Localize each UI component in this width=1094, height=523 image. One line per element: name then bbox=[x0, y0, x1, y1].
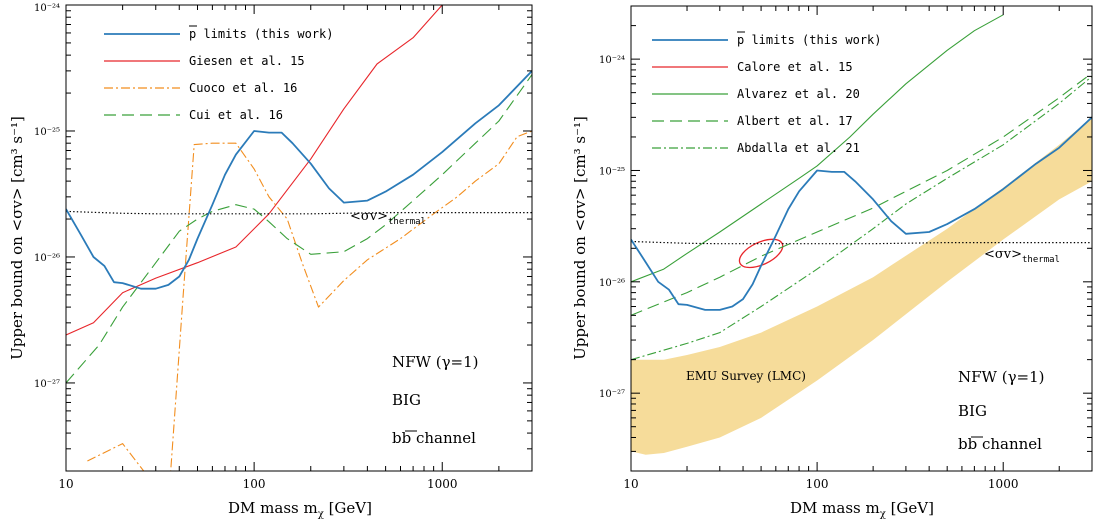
y-tick-label: 10⁻²⁴ bbox=[34, 3, 60, 14]
x-tick-label: 10 bbox=[58, 477, 73, 491]
legend-label: Albert et al. 17 bbox=[737, 114, 853, 128]
legend-label: p limits (this work) bbox=[189, 27, 334, 41]
right-profile-annotation: NFW (γ=1) bbox=[958, 368, 1045, 386]
series-alvarez-et-al-20 bbox=[631, 14, 1004, 283]
legend-label: Abdalla et al. 21 bbox=[737, 141, 860, 155]
series-v-thermal bbox=[631, 240, 1092, 245]
y-tick-label: 10⁻²⁵ bbox=[599, 166, 625, 177]
series-p-limits-this-work bbox=[631, 116, 1092, 311]
y-tick-label: 10⁻²⁷ bbox=[599, 389, 625, 400]
series-cui-et-al-16 bbox=[66, 74, 532, 384]
right-y-axis-label: Upper bound on <σv> [cm³ s⁻¹] bbox=[571, 116, 589, 360]
left-x-axis-label: DM mass mχ [GeV] bbox=[228, 499, 372, 520]
x-tick-label: 100 bbox=[806, 477, 829, 491]
emu-survey-band bbox=[631, 117, 1092, 455]
left-profile-annotation: NFW (γ=1) bbox=[392, 353, 479, 371]
x-tick-label: 100 bbox=[243, 477, 266, 491]
right-thermal-label: <σv>thermal bbox=[984, 247, 1060, 265]
right-panel: 10 100 1000 10⁻²⁴ 10⁻²⁵ 10⁻²⁶ 10⁻²⁷ p limits (… bbox=[571, 5, 1093, 520]
right-x-axis-label: DM mass mχ [GeV] bbox=[790, 499, 934, 520]
x-tick-label: 1000 bbox=[427, 477, 458, 491]
series-albert-et-al-17 bbox=[631, 72, 1092, 316]
y-tick-label: 10⁻²⁴ bbox=[599, 55, 625, 66]
left-plot-frame bbox=[65, 4, 533, 472]
y-tick-label: 10⁻²⁶ bbox=[599, 278, 625, 289]
left-channel-annotation: bb channel bbox=[392, 429, 476, 447]
left-thermal-label: <σv>thermal bbox=[350, 209, 426, 227]
right-model-annotation: BIG bbox=[958, 402, 987, 420]
series-p-limits-this-work bbox=[66, 70, 532, 290]
legend-label: Alvarez et al. 20 bbox=[737, 87, 860, 101]
x-tick-label: 1000 bbox=[988, 477, 1019, 491]
series-cuoco-et-al-16 bbox=[87, 130, 532, 471]
y-tick-label: 10⁻²⁶ bbox=[34, 253, 60, 264]
legend-label: Cuoco et al. 16 bbox=[189, 81, 297, 95]
left-model-annotation: BIG bbox=[392, 391, 421, 409]
right-plot-frame bbox=[630, 5, 1093, 472]
left-y-axis-label: Upper bound on <σv> [cm³ s⁻¹] bbox=[8, 116, 26, 360]
series-calore-et-al-15 bbox=[738, 238, 784, 269]
y-tick-label: 10⁻²⁵ bbox=[34, 127, 60, 138]
series-giesen-et-al-15 bbox=[66, 5, 443, 336]
x-tick-label: 10 bbox=[623, 477, 638, 491]
legend-label: Calore et al. 15 bbox=[737, 60, 853, 74]
legend-label: Cui et al. 16 bbox=[189, 108, 283, 122]
legend-label: p limits (this work) bbox=[737, 33, 882, 47]
right-channel-annotation: bb channel bbox=[958, 435, 1042, 453]
series-v-thermal bbox=[66, 210, 532, 215]
series-abdalla-et-al-21 bbox=[631, 75, 1092, 361]
left-panel: 10 100 1000 10⁻²⁴ 10⁻²⁵ 10⁻²⁶ 10⁻²⁷ p limits (… bbox=[8, 3, 533, 520]
y-tick-label: 10⁻²⁷ bbox=[34, 379, 60, 390]
legend-label: Giesen et al. 15 bbox=[189, 54, 305, 68]
band-label: EMU Survey (LMC) bbox=[686, 369, 806, 383]
